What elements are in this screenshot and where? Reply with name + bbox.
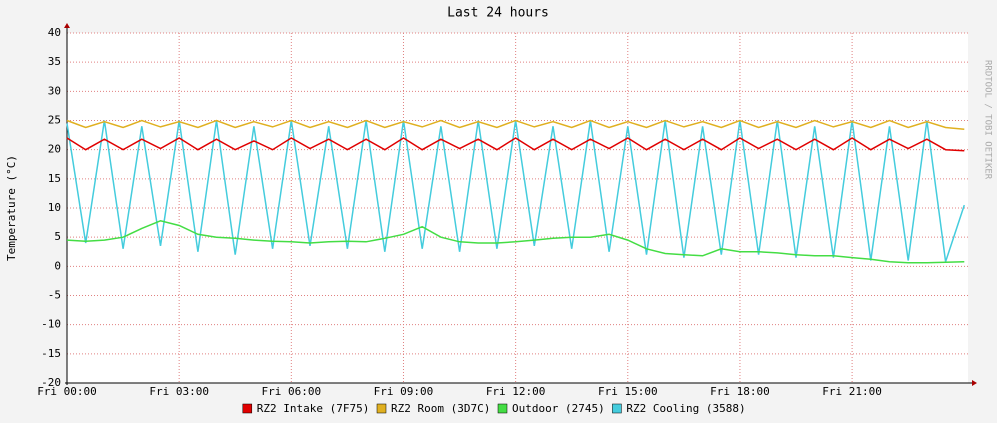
x-tick-label: Fri 18:00 [710, 385, 770, 398]
x-tick-label: Fri 15:00 [598, 385, 658, 398]
legend-label: RZ2 Room (3D7C) [391, 402, 490, 415]
axis-arrow [64, 23, 70, 28]
legend-swatch [242, 403, 253, 414]
x-tick-label: Fri 00:00 [37, 385, 97, 398]
y-tick-label: 30 [48, 84, 61, 97]
x-tick-label: Fri 09:00 [374, 385, 434, 398]
y-tick-label: 20 [48, 143, 61, 156]
legend-label: Outdoor (2745) [512, 402, 605, 415]
y-tick-label: 5 [54, 230, 61, 243]
y-tick-label: 0 [54, 259, 61, 272]
legend-label: RZ2 Cooling (3588) [626, 402, 745, 415]
x-tick-label: Fri 12:00 [486, 385, 546, 398]
y-tick-label: -10 [41, 318, 61, 331]
series-line [66, 137, 965, 152]
y-tick-label: -20 [41, 376, 61, 389]
y-tick-label: -5 [48, 289, 61, 302]
legend-swatch [497, 403, 508, 414]
x-tick-label: Fri 03:00 [149, 385, 209, 398]
x-tick-label: Fri 06:00 [262, 385, 322, 398]
series-line [66, 119, 965, 131]
y-tick-label: 25 [48, 114, 61, 127]
legend-swatch [376, 403, 387, 414]
side-text: RRDTOOL / TOBI OETIKER [983, 60, 993, 180]
x-tick-label: Fri 21:00 [822, 385, 882, 398]
series-line [66, 220, 965, 264]
y-tick-label: 10 [48, 201, 61, 214]
axis-arrow [972, 380, 977, 386]
legend-label: RZ2 Intake (7F75) [257, 402, 370, 415]
legend-swatch [612, 403, 622, 414]
y-tick-label: 15 [48, 172, 61, 185]
y-tick-label: 35 [48, 55, 61, 68]
chart-title: Last 24 hours [447, 6, 549, 21]
y-tick-label: -15 [41, 347, 61, 360]
y-tick-label: 40 [48, 26, 61, 39]
y-axis-label: Temperature (°C) [5, 155, 18, 261]
